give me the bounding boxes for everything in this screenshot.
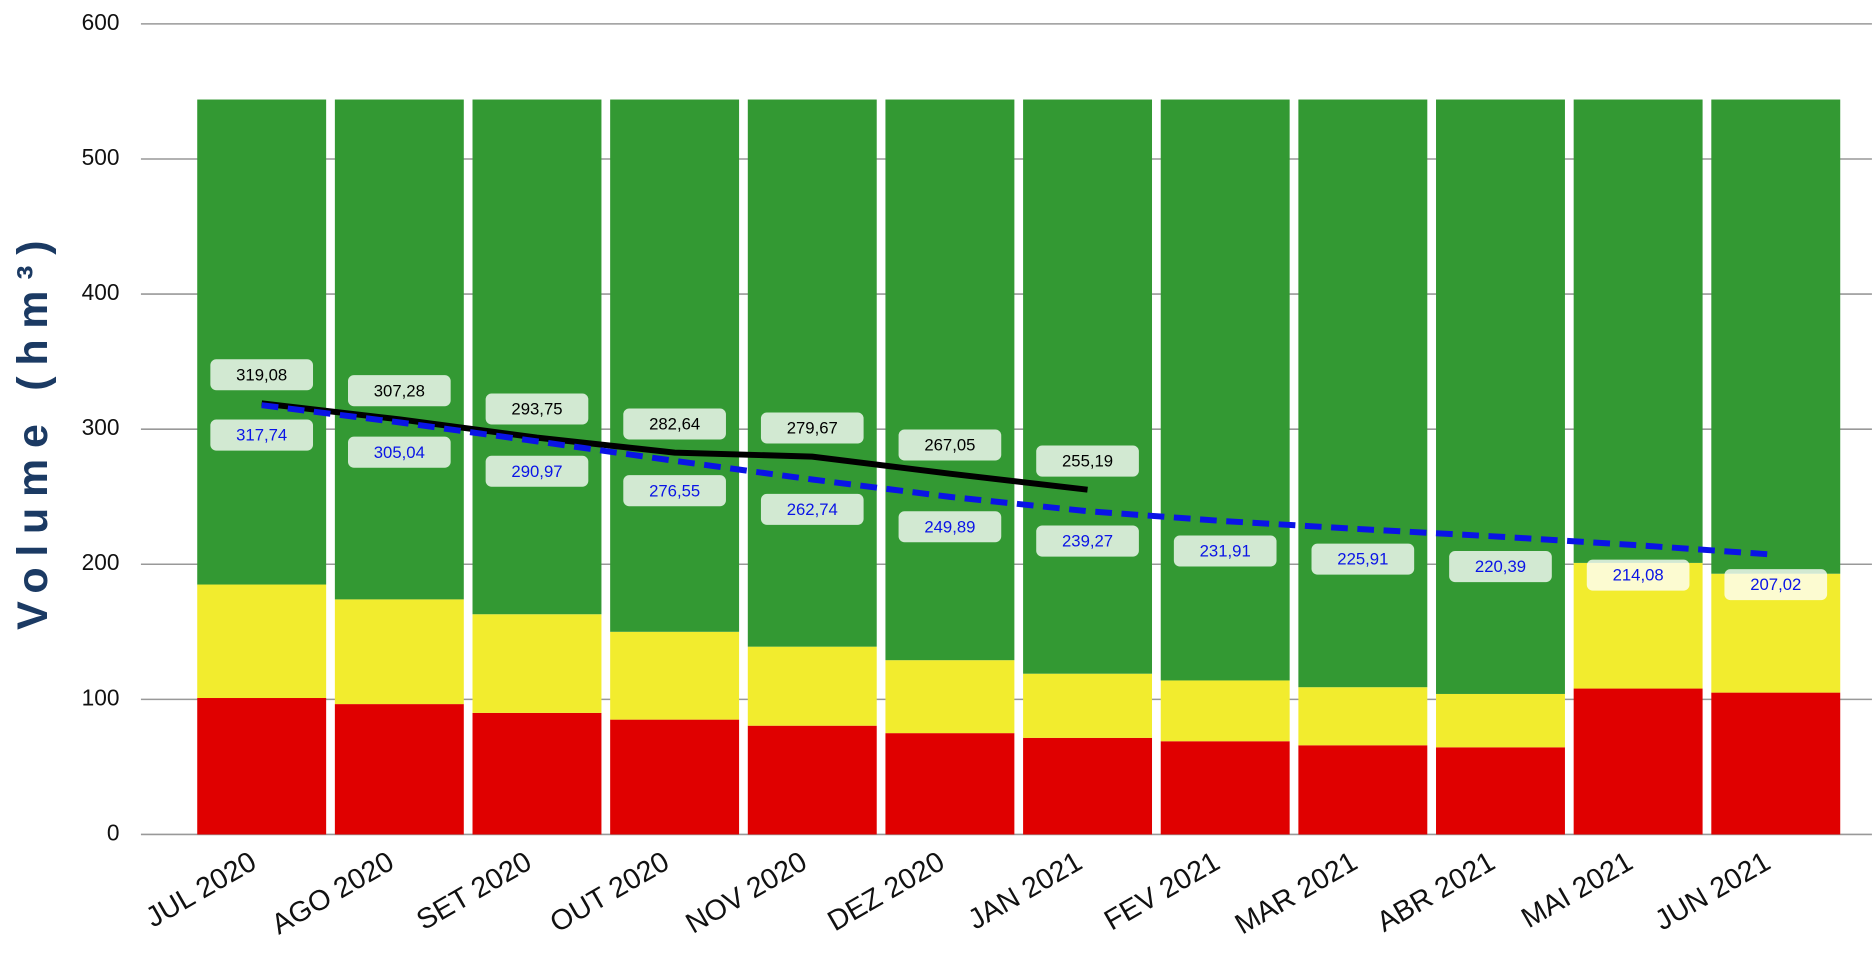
data-label-box xyxy=(1036,525,1139,557)
bar-segment xyxy=(1436,693,1565,748)
bar-segment xyxy=(334,99,464,600)
data-label: 207,02 xyxy=(1750,575,1801,594)
bar-segment xyxy=(1711,692,1841,835)
data-label: 255,19 xyxy=(1062,452,1113,471)
bar-segment xyxy=(472,614,602,713)
bar-segment xyxy=(610,99,740,632)
x-tick-label: OUT 2020 xyxy=(545,846,675,940)
bar-segment xyxy=(885,99,1015,661)
bar-segment xyxy=(472,99,602,615)
bar-segment xyxy=(1298,99,1428,688)
data-label-box xyxy=(347,436,451,468)
y-tick-label: 100 xyxy=(82,684,120,710)
data-label-box xyxy=(1724,569,1828,601)
data-label: 239,27 xyxy=(1062,532,1113,551)
bar-segment xyxy=(1573,688,1703,835)
x-tick-label: JAN 2021 xyxy=(963,846,1088,937)
bar-segment xyxy=(1023,673,1153,738)
bar-segment xyxy=(197,698,327,835)
data-label: 290,97 xyxy=(511,462,562,481)
bar-segment xyxy=(747,646,877,726)
x-tick-label: MAI 2021 xyxy=(1516,846,1638,935)
bar-segment xyxy=(1023,99,1153,674)
bar-segment xyxy=(1298,687,1428,746)
bar-segment xyxy=(1160,741,1290,835)
line xyxy=(261,402,1776,558)
data-label: 317,74 xyxy=(236,426,287,445)
bar-segment xyxy=(885,660,1015,734)
data-label-box xyxy=(760,412,864,444)
data-label: 231,91 xyxy=(1200,542,1251,561)
data-label-box xyxy=(623,475,726,507)
line xyxy=(261,400,1088,493)
bar-segment xyxy=(334,704,464,835)
x-tick-label: DEZ 2020 xyxy=(822,846,950,938)
bar-segment xyxy=(1711,99,1841,574)
data-label: 249,89 xyxy=(924,517,975,536)
y-tick-label: 0 xyxy=(107,819,120,845)
bar-segment xyxy=(334,599,464,705)
data-label-box xyxy=(210,359,314,391)
data-label-box xyxy=(485,455,589,487)
x-tick-label: FEV 2021 xyxy=(1099,846,1225,937)
data-label-box xyxy=(347,375,451,407)
y-tick-label: 300 xyxy=(82,414,120,440)
y-tick-label: 600 xyxy=(82,9,120,35)
data-label: 319,08 xyxy=(236,365,287,384)
bar-segment xyxy=(610,719,740,835)
bar-segment xyxy=(1023,737,1153,835)
x-tick-label: ABR 2021 xyxy=(1372,846,1501,939)
bar-segment xyxy=(1298,745,1428,835)
x-tick-label: NOV 2020 xyxy=(681,846,813,941)
data-label-box xyxy=(760,493,864,525)
bar-segment xyxy=(610,631,740,720)
data-label: 220,39 xyxy=(1475,557,1526,576)
data-label-box xyxy=(623,408,726,440)
x-tick-label: JUL 2020 xyxy=(141,846,262,934)
bar-segment xyxy=(885,733,1015,835)
y-tick-label: 400 xyxy=(82,279,120,305)
data-label-box xyxy=(898,511,1002,543)
data-label: 276,55 xyxy=(649,481,700,500)
data-label: 267,05 xyxy=(924,436,975,455)
data-label: 279,67 xyxy=(787,419,838,438)
bar-segment xyxy=(197,584,327,699)
bar-segment xyxy=(1436,747,1565,835)
x-tick-label: MAR 2021 xyxy=(1230,846,1363,941)
bar-segment xyxy=(1160,99,1290,681)
data-label: 307,28 xyxy=(374,381,425,400)
data-label-box xyxy=(898,429,1002,461)
bar-segment xyxy=(472,712,602,835)
data-label: 262,74 xyxy=(787,500,838,519)
data-label: 293,75 xyxy=(511,400,562,419)
data-label-box xyxy=(1173,535,1277,567)
data-label: 214,08 xyxy=(1613,566,1664,585)
bar-segment xyxy=(1436,99,1565,694)
y-tick-label: 200 xyxy=(82,549,120,575)
data-label-box xyxy=(1311,543,1415,575)
data-label: 282,64 xyxy=(649,415,700,434)
x-tick-label: JUN 2021 xyxy=(1650,846,1776,937)
bar-segment xyxy=(1573,99,1703,563)
data-label-box xyxy=(485,393,589,425)
bar-segment xyxy=(747,99,877,647)
bar-segment xyxy=(197,99,327,585)
data-label: 225,91 xyxy=(1337,550,1388,569)
y-tick-label: 500 xyxy=(82,144,120,170)
x-tick-label: SET 2020 xyxy=(411,846,537,937)
x-tick-label: AGO 2020 xyxy=(266,846,399,941)
bar-segment xyxy=(747,725,877,835)
data-label-box xyxy=(210,419,314,451)
data-label-box xyxy=(1036,445,1139,477)
data-label: 305,04 xyxy=(374,443,425,462)
data-label-box xyxy=(1586,559,1690,591)
bar-segment xyxy=(1160,680,1290,742)
data-label-box xyxy=(1449,551,1552,583)
y-axis-label: Volume (hm³) xyxy=(9,230,57,630)
